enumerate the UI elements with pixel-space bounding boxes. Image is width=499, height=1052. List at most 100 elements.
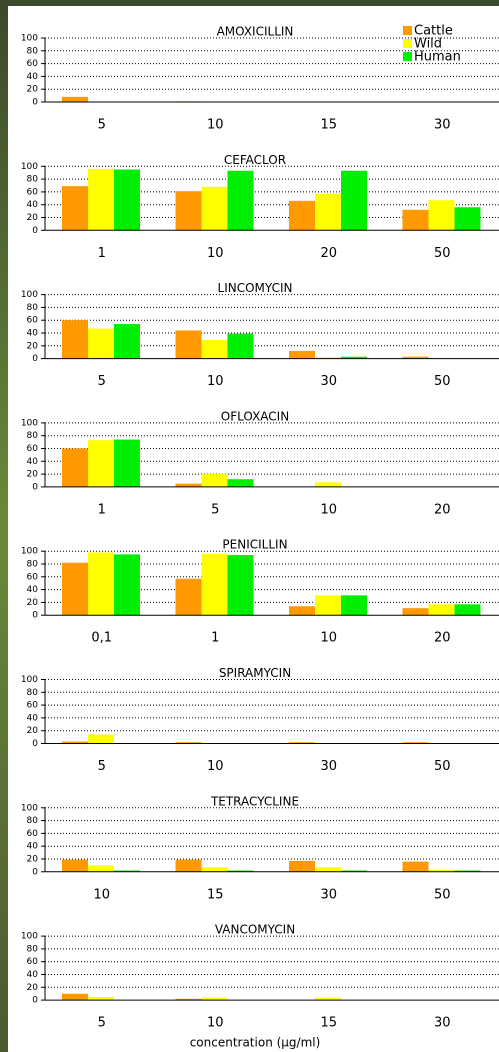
bar <box>176 579 202 615</box>
x-tick-label: 1 <box>98 502 106 517</box>
y-tick-label: 40 <box>27 970 39 980</box>
x-tick-label: 10 <box>320 502 337 517</box>
y-tick-label: 60 <box>27 444 39 454</box>
y-tick-label: 80 <box>27 46 39 56</box>
x-tick-label: 10 <box>207 374 224 389</box>
y-tick-label: 0 <box>32 739 38 749</box>
y-tick-label: 80 <box>27 175 39 185</box>
bar <box>341 171 367 231</box>
x-tick-label: 10 <box>93 887 110 902</box>
bar <box>315 194 341 230</box>
y-tick-label: 40 <box>27 329 39 339</box>
bar <box>62 186 88 230</box>
x-tick-label: 50 <box>434 759 451 774</box>
x-axis-label: concentration (µg/ml) <box>190 1036 321 1050</box>
y-tick-label: 100 <box>21 675 38 685</box>
y-tick-label: 0 <box>32 482 38 492</box>
y-tick-label: 100 <box>21 547 38 557</box>
x-tick-label: 15 <box>207 887 224 902</box>
chart-title: VANCOMYCIN <box>215 923 295 937</box>
bar <box>341 595 367 615</box>
bar <box>289 606 315 615</box>
bar <box>202 867 228 871</box>
bar <box>62 860 88 872</box>
bar <box>289 351 315 359</box>
legend-swatch <box>403 52 412 61</box>
bar <box>429 604 455 615</box>
x-tick-label: 20 <box>320 246 337 261</box>
bar <box>228 479 254 487</box>
bar <box>176 191 202 230</box>
x-tick-label: 5 <box>98 1016 106 1031</box>
y-tick-label: 0 <box>32 98 38 108</box>
x-tick-label: 50 <box>434 374 451 389</box>
legend-swatch <box>403 26 412 35</box>
y-tick-label: 60 <box>27 59 39 69</box>
y-tick-label: 80 <box>27 816 39 826</box>
bar <box>114 440 140 487</box>
bar <box>403 862 429 872</box>
bar <box>62 449 88 487</box>
chart-title: AMOXICILLIN <box>217 25 294 39</box>
y-tick-label: 60 <box>27 829 39 839</box>
bar <box>176 860 202 872</box>
chart-title: TETRACYCLINE <box>210 794 299 808</box>
y-tick-label: 80 <box>27 944 39 954</box>
bar <box>62 320 88 358</box>
x-tick-label: 10 <box>320 631 337 646</box>
bar <box>315 867 341 871</box>
y-tick-label: 60 <box>27 572 39 582</box>
y-tick-label: 80 <box>27 688 39 698</box>
bar <box>88 329 114 359</box>
y-tick-label: 20 <box>27 983 39 993</box>
y-tick-label: 100 <box>21 34 38 44</box>
x-tick-label: 30 <box>434 1016 451 1031</box>
chart-title: CEFACLOR <box>224 153 286 167</box>
bar <box>289 861 315 872</box>
x-tick-label: 5 <box>211 502 219 517</box>
bar <box>114 324 140 359</box>
bar <box>202 474 228 487</box>
x-tick-label: 1 <box>211 631 219 646</box>
y-tick-label: 40 <box>27 713 39 723</box>
bar <box>88 735 114 744</box>
x-tick-label: 30 <box>320 759 337 774</box>
y-tick-label: 60 <box>27 701 39 711</box>
x-tick-label: 10 <box>207 118 224 133</box>
bar <box>289 201 315 230</box>
x-tick-label: 10 <box>207 246 224 261</box>
bar <box>228 555 254 615</box>
chart-title: SPIRAMYCIN <box>219 666 291 680</box>
y-tick-label: 60 <box>27 316 39 326</box>
legend-label: Human <box>414 50 461 65</box>
x-tick-label: 20 <box>434 631 451 646</box>
y-tick-label: 40 <box>27 72 39 82</box>
x-tick-label: 0,1 <box>91 631 112 646</box>
bar <box>202 340 228 359</box>
y-tick-label: 100 <box>21 418 38 428</box>
bar <box>176 330 202 358</box>
bar <box>429 200 455 230</box>
chart: AMOXICILLIN0204060801005101530CattleWild… <box>0 0 499 1052</box>
bar <box>455 207 481 230</box>
y-tick-label: 60 <box>27 957 39 967</box>
x-tick-label: 5 <box>98 118 106 133</box>
x-tick-label: 10 <box>207 759 224 774</box>
bar <box>62 563 88 615</box>
y-tick-label: 20 <box>27 726 39 736</box>
bar <box>88 865 114 871</box>
y-tick-label: 40 <box>27 200 39 210</box>
bar <box>114 170 140 231</box>
bar <box>202 187 228 231</box>
y-tick-label: 100 <box>21 932 38 942</box>
y-tick-label: 40 <box>27 842 39 852</box>
x-tick-label: 20 <box>434 502 451 517</box>
y-tick-label: 80 <box>27 303 39 313</box>
y-tick-label: 20 <box>27 855 39 865</box>
x-tick-label: 30 <box>434 118 451 133</box>
x-tick-label: 1 <box>98 246 106 261</box>
bar <box>403 608 429 615</box>
y-tick-label: 100 <box>21 803 38 813</box>
x-tick-label: 5 <box>98 759 106 774</box>
y-tick-label: 80 <box>27 560 39 570</box>
